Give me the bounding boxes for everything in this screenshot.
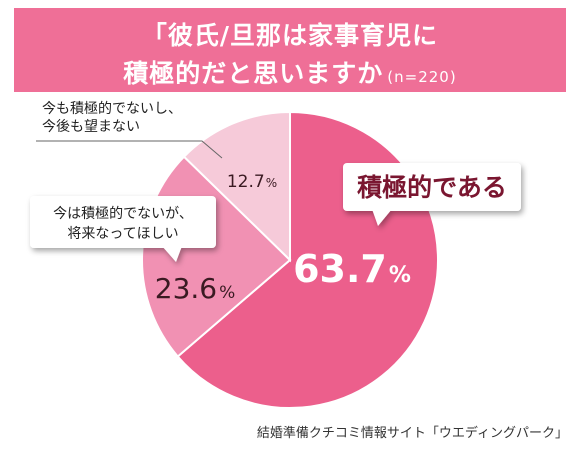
pie-slices [141, 110, 439, 409]
value-middle-unit: % [219, 283, 235, 303]
chart-header: 「彼氏/旦那は家事育児に 積極的だと思いますか (n=220) [14, 8, 566, 92]
value-small-number: 12.7 [227, 172, 265, 192]
callout-middle [30, 196, 216, 262]
value-label-middle: 23.6% [155, 272, 236, 305]
value-main-unit: % [389, 263, 411, 288]
value-main-number: 63.7 [293, 247, 387, 291]
slice-label-main: 積極的である [357, 173, 507, 202]
source-credit: 結婚準備クチコミ情報サイト「ウエディングパーク」 [256, 426, 568, 441]
chart-title-line2-text: 積極的だと思いますか [123, 59, 384, 88]
value-label-main: 63.7% [293, 247, 411, 291]
chart-title-line1: 「彼氏/旦那は家事育児に [141, 21, 439, 50]
slice-label-small-line2: 今後も望まない [42, 119, 140, 135]
pie-slice-small [182, 110, 291, 263]
slice-label-middle-line1: 今は積極的でないが、 [53, 206, 193, 222]
value-middle-number: 23.6 [155, 272, 217, 305]
value-label-small: 12.7% [227, 172, 277, 192]
leader-line-small [36, 140, 223, 159]
chart-title-line2: 積極的だと思いますか (n=220) [14, 54, 566, 90]
value-small-unit: % [266, 176, 277, 190]
slice-label-small-line1: 今も積極的でないし、 [42, 101, 182, 117]
sample-size: (n=220) [387, 68, 457, 86]
callout-main [343, 163, 521, 226]
slice-label-middle-line2: 将来なってほしい [67, 226, 178, 242]
